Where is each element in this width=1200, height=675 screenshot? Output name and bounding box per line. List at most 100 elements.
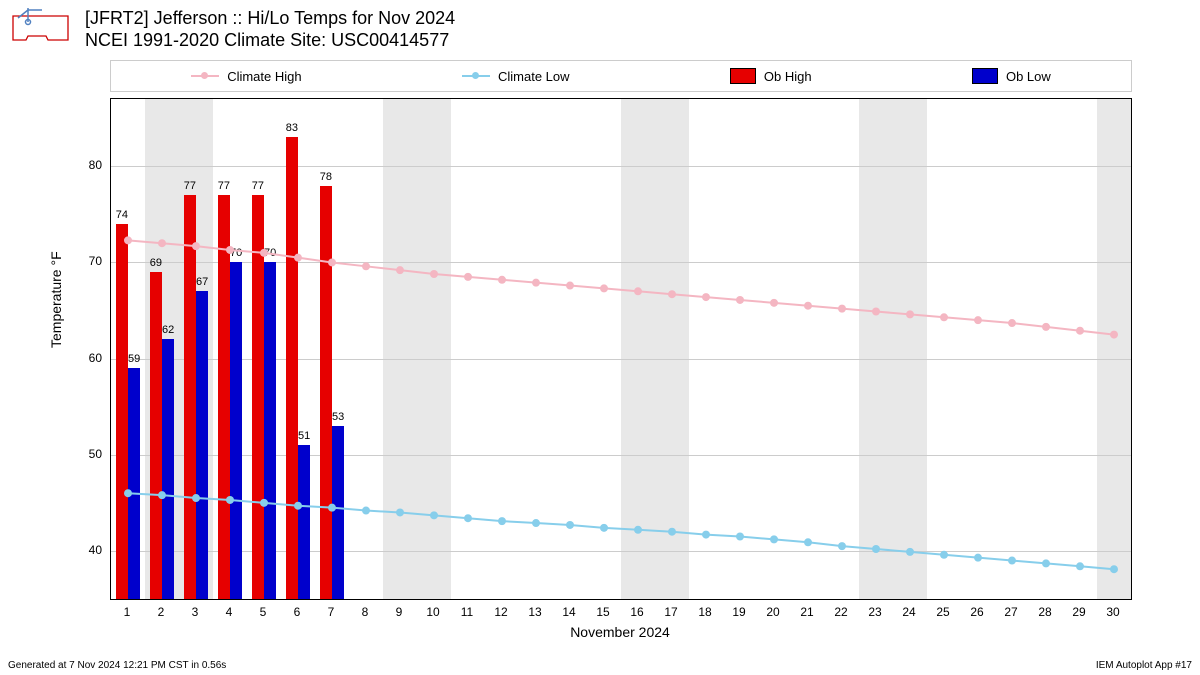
ob-low-bar-label: 70 — [264, 247, 276, 259]
climate-low-marker — [974, 554, 982, 562]
ob-high-bar-label: 77 — [252, 180, 264, 192]
x-tick-label: 21 — [800, 605, 813, 619]
y-tick-label: 50 — [89, 447, 102, 461]
climate-low-marker — [838, 542, 846, 550]
weekend-band — [859, 99, 927, 599]
x-tick-label: 12 — [494, 605, 507, 619]
ob-high-bar-label: 83 — [286, 122, 298, 134]
ob-low-bar — [298, 445, 310, 599]
ob-low-bar — [332, 426, 344, 599]
ob-high-bar-label: 69 — [150, 257, 162, 269]
climate-high-marker — [362, 262, 370, 270]
title-line-2: NCEI 1991-2020 Climate Site: USC00414577 — [85, 30, 455, 52]
x-tick-label: 18 — [698, 605, 711, 619]
x-tick-label: 28 — [1038, 605, 1051, 619]
legend-ob-high: Ob High — [730, 68, 812, 84]
ob-high-bar-label: 77 — [184, 180, 196, 192]
climate-low-marker — [566, 521, 574, 529]
x-tick-label: 10 — [426, 605, 439, 619]
ob-low-bar-label: 51 — [298, 430, 310, 442]
x-tick-label: 11 — [461, 605, 473, 619]
x-tick-label: 20 — [766, 605, 779, 619]
ob-low-bar-label: 70 — [230, 247, 242, 259]
ob-low-bar-label: 53 — [332, 411, 344, 423]
y-tick-label: 40 — [89, 543, 102, 557]
x-tick-label: 14 — [562, 605, 575, 619]
y-tick-label: 70 — [89, 254, 102, 268]
ob-high-bar-label: 77 — [218, 180, 230, 192]
x-tick-label: 8 — [362, 605, 369, 619]
legend-climate-low: Climate Low — [462, 69, 570, 84]
logo-icon — [8, 4, 73, 44]
climate-low-marker — [532, 519, 540, 527]
x-tick-label: 15 — [596, 605, 609, 619]
climate-high-marker — [940, 313, 948, 321]
climate-low-marker — [770, 535, 778, 543]
ob-high-bar — [150, 272, 162, 599]
climate-high-marker — [532, 279, 540, 287]
climate-low-marker — [1042, 559, 1050, 567]
x-tick-label: 22 — [834, 605, 847, 619]
y-axis-label: Temperature °F — [48, 251, 64, 348]
x-tick-label: 7 — [328, 605, 335, 619]
climate-high-marker — [1042, 323, 1050, 331]
footer-generated: Generated at 7 Nov 2024 12:21 PM CST in … — [8, 660, 226, 671]
climate-high-marker — [600, 284, 608, 292]
x-tick-label: 2 — [158, 605, 165, 619]
x-tick-label: 23 — [868, 605, 881, 619]
footer-app: IEM Autoplot App #17 — [1096, 660, 1192, 671]
climate-low-marker — [736, 533, 744, 541]
weekend-band — [1097, 99, 1131, 599]
climate-low-marker — [702, 531, 710, 539]
y-axis: 4050607080 — [75, 98, 110, 598]
x-tick-label: 24 — [902, 605, 915, 619]
climate-low-marker — [1008, 557, 1016, 565]
x-tick-label: 3 — [192, 605, 199, 619]
climate-high-marker — [1008, 319, 1016, 327]
climate-high-marker — [838, 305, 846, 313]
weekend-band — [621, 99, 689, 599]
chart-plot-area: 7469777777837859626770705153 — [110, 98, 1132, 600]
x-tick-label: 26 — [970, 605, 983, 619]
climate-high-marker — [498, 276, 506, 284]
x-tick-label: 13 — [528, 605, 541, 619]
climate-low-marker — [498, 517, 506, 525]
x-tick-label: 25 — [936, 605, 949, 619]
ob-high-bar — [184, 195, 196, 599]
ob-high-bar-label: 78 — [320, 171, 332, 183]
ob-low-bar — [230, 262, 242, 599]
climate-high-marker — [736, 296, 744, 304]
chart-title: [JFRT2] Jefferson :: Hi/Lo Temps for Nov… — [85, 8, 455, 51]
x-tick-label: 6 — [294, 605, 301, 619]
ob-low-bar-label: 59 — [128, 353, 140, 365]
ob-high-bar — [320, 186, 332, 599]
ob-low-bar-label: 67 — [196, 276, 208, 288]
ob-low-bar — [264, 262, 276, 599]
title-line-1: [JFRT2] Jefferson :: Hi/Lo Temps for Nov… — [85, 8, 455, 30]
legend-climate-high: Climate High — [191, 69, 301, 84]
climate-low-marker — [600, 524, 608, 532]
x-tick-label: 17 — [664, 605, 677, 619]
climate-high-marker — [974, 316, 982, 324]
climate-high-marker — [566, 282, 574, 290]
x-tick-label: 1 — [124, 605, 131, 619]
ob-high-bar — [116, 224, 128, 599]
climate-high-marker — [1076, 327, 1084, 335]
ob-high-bar — [218, 195, 230, 599]
climate-high-marker — [702, 293, 710, 301]
x-tick-label: 4 — [226, 605, 233, 619]
climate-high-marker — [464, 273, 472, 281]
ob-high-bar — [286, 137, 298, 599]
y-tick-label: 80 — [89, 158, 102, 172]
ob-low-bar — [162, 339, 174, 599]
climate-low-marker — [1076, 562, 1084, 570]
x-tick-label: 16 — [630, 605, 643, 619]
climate-high-marker — [770, 299, 778, 307]
x-tick-label: 27 — [1004, 605, 1017, 619]
x-tick-label: 9 — [396, 605, 403, 619]
climate-high-marker — [804, 302, 812, 310]
x-tick-label: 29 — [1072, 605, 1085, 619]
climate-low-marker — [464, 514, 472, 522]
ob-high-bar-label: 74 — [116, 209, 128, 221]
x-axis-label: November 2024 — [110, 624, 1130, 640]
